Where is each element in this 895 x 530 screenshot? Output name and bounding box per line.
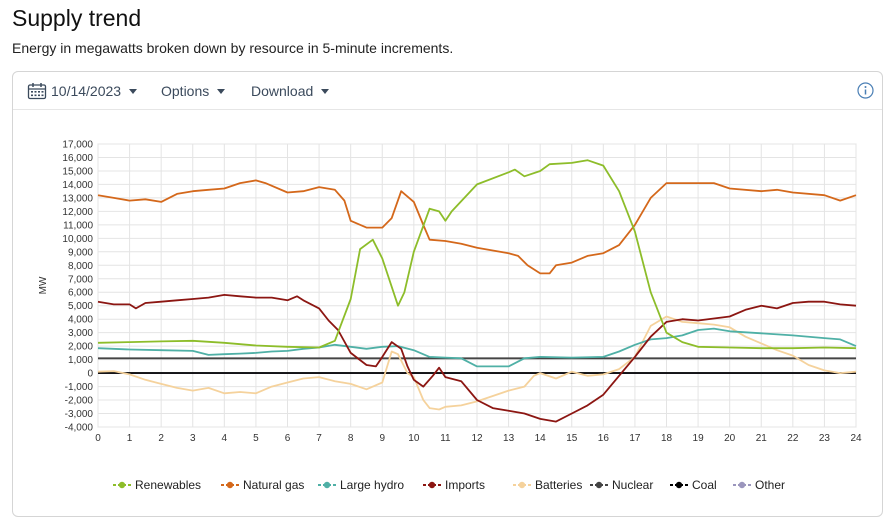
x-tick-label: 14 xyxy=(535,433,547,444)
calendar-icon xyxy=(27,83,47,100)
date-label: 10/14/2023 xyxy=(51,83,122,99)
x-tick-label: 8 xyxy=(348,433,354,444)
legend-marker-icon xyxy=(423,481,441,489)
y-tick-label: 3,000 xyxy=(68,328,93,339)
legend-label: Large hydro xyxy=(340,478,405,492)
legend-item-imports[interactable]: Imports xyxy=(423,478,485,492)
series-line-natural-gas[interactable] xyxy=(97,179,857,275)
x-tick-label: 23 xyxy=(819,433,831,444)
x-tick-label: 18 xyxy=(661,433,673,444)
y-tick-label: 1,000 xyxy=(68,355,93,366)
page-title: Supply trend xyxy=(12,5,142,31)
download-button[interactable]: Download xyxy=(251,81,330,101)
x-tick-label: 1 xyxy=(127,433,133,444)
x-tick-label: 4 xyxy=(222,433,228,444)
x-tick-label: 7 xyxy=(316,433,322,444)
y-tick-label: 17,000 xyxy=(62,140,93,151)
legend-marker-icon xyxy=(318,481,336,489)
y-tick-label: 10,000 xyxy=(62,234,93,245)
legend-label: Natural gas xyxy=(243,478,305,492)
legend-item-natural-gas[interactable]: Natural gas xyxy=(221,478,304,492)
legend-marker-icon xyxy=(590,481,608,489)
x-tick-label: 0 xyxy=(95,433,101,444)
download-label: Download xyxy=(251,83,314,99)
x-tick-label: 9 xyxy=(379,433,385,444)
y-tick-label: 11,000 xyxy=(63,220,93,231)
chevron-down-icon xyxy=(129,88,138,94)
y-tick-label: 5,000 xyxy=(68,301,93,312)
legend-marker-icon xyxy=(221,481,239,489)
y-tick-label: -1,000 xyxy=(65,382,94,393)
x-tick-label: 22 xyxy=(787,433,799,444)
x-tick-label: 10 xyxy=(408,433,420,444)
x-tick-label: 5 xyxy=(253,433,259,444)
legend-marker-icon xyxy=(513,481,531,489)
y-tick-label: 14,000 xyxy=(62,180,93,191)
x-tick-label: 13 xyxy=(503,433,515,444)
page-subtitle: Energy in megawatts broken down by resou… xyxy=(12,40,454,56)
series-line-large-hydro[interactable] xyxy=(97,327,857,368)
series-line-imports[interactable] xyxy=(97,294,857,423)
x-tick-label: 21 xyxy=(756,433,768,444)
legend-label: Batteries xyxy=(535,478,583,492)
y-tick-label: 4,000 xyxy=(68,315,93,326)
legend-label: Imports xyxy=(445,478,486,492)
y-tick-label: 13,000 xyxy=(62,193,93,204)
x-tick-label: 24 xyxy=(850,433,862,444)
legend-item-renewables[interactable]: Renewables xyxy=(113,478,201,492)
x-tick-label: 17 xyxy=(629,433,641,444)
legend-item-other[interactable]: Other xyxy=(733,478,785,492)
legend-marker-icon xyxy=(670,481,688,489)
legend-label: Nuclear xyxy=(612,478,654,492)
chart-legend: Renewables Natural gas Large hydro Imports B… xyxy=(113,478,813,496)
y-tick-label: -3,000 xyxy=(65,409,94,420)
y-tick-label: 15,000 xyxy=(62,166,93,177)
legend-label: Coal xyxy=(692,478,717,492)
x-tick-label: 3 xyxy=(190,433,196,444)
legend-label: Other xyxy=(755,478,786,492)
x-tick-label: 19 xyxy=(693,433,705,444)
x-tick-label: 11 xyxy=(440,433,451,444)
chevron-down-icon xyxy=(321,88,330,94)
series-line-renewables[interactable] xyxy=(97,159,857,350)
options-button[interactable]: Options xyxy=(161,81,226,101)
y-tick-label: 2,000 xyxy=(68,342,93,353)
legend-item-batteries[interactable]: Batteries xyxy=(513,478,582,492)
x-tick-label: 6 xyxy=(285,433,291,444)
legend-item-coal[interactable]: Coal xyxy=(670,478,717,492)
y-tick-label: 12,000 xyxy=(62,207,93,218)
x-tick-label: 12 xyxy=(471,433,483,444)
chevron-down-icon xyxy=(217,88,226,94)
y-axis-label: MW xyxy=(38,276,49,294)
legend-marker-icon xyxy=(113,481,131,489)
info-icon[interactable] xyxy=(857,82,874,99)
legend-item-large-hydro[interactable]: Large hydro xyxy=(318,478,404,492)
x-tick-label: 15 xyxy=(566,433,578,444)
y-tick-label: 16,000 xyxy=(62,153,93,164)
x-tick-label: 16 xyxy=(598,433,610,444)
series-line-batteries[interactable] xyxy=(97,315,857,411)
x-tick-label: 2 xyxy=(158,433,164,444)
legend-label: Renewables xyxy=(135,478,202,492)
supply-trend-chart: -4,000 -3,000 -2,000 -1,000 0 1,000 2,000 3,000… xyxy=(38,140,862,445)
options-label: Options xyxy=(161,83,210,99)
y-tick-label: 7,000 xyxy=(68,274,93,285)
date-picker-button[interactable]: 10/14/2023 xyxy=(27,81,138,101)
y-tick-label: 8,000 xyxy=(68,261,93,272)
y-tick-label: 0 xyxy=(87,369,93,380)
y-tick-label: 6,000 xyxy=(68,288,93,299)
legend-marker-icon xyxy=(733,481,751,489)
chart-toolbar: 10/14/2023 Options Download xyxy=(13,72,882,110)
legend-item-nuclear[interactable]: Nuclear xyxy=(590,478,653,492)
y-tick-label: 9,000 xyxy=(68,247,93,258)
y-tick-label: -4,000 xyxy=(65,423,94,434)
chart-card: 10/14/2023 Options Download -4,000 -3,000… xyxy=(12,71,883,517)
x-tick-label: 20 xyxy=(724,433,736,444)
y-tick-label: -2,000 xyxy=(65,396,94,407)
